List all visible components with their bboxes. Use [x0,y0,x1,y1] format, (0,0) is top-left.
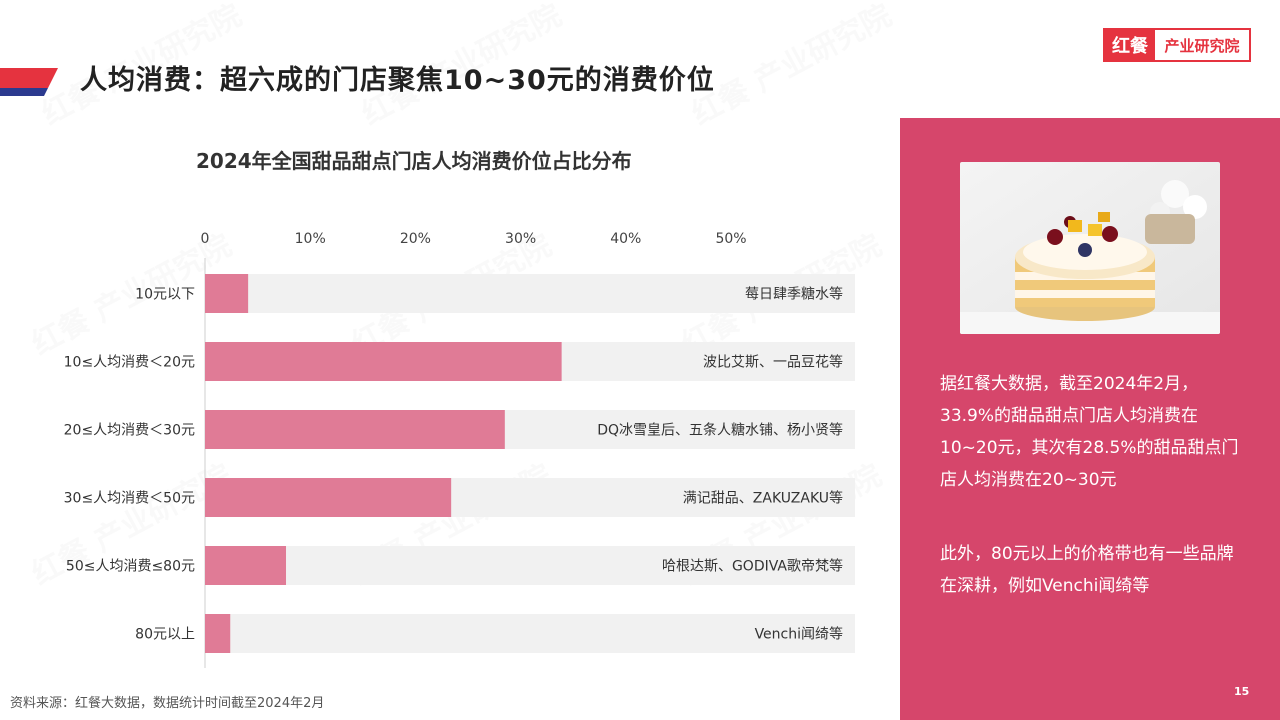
logo-text: 产业研究院 [1164,36,1240,55]
category-label: 10元以下 [135,287,195,303]
bar-annotation: 哈根达斯、GODIVA歌帝梵等 [662,558,843,575]
tick-label: 0 [201,231,210,247]
category-label: 10≤人均消费＜20元 [64,355,195,371]
title-accent-bar [0,68,58,96]
page-number: 15 [1234,685,1250,698]
bar [205,614,231,653]
tick-label: 10% [295,231,326,247]
tick-label: 50% [715,231,746,247]
page-title: 人均消费：超六成的门店聚焦10~30元的消费价位 [80,65,715,96]
bar-annotation: 莓日肆季糖水等 [745,286,843,303]
bar [205,274,249,313]
brand-logo: 红餐 产业研究院 [1103,28,1251,62]
bar-annotation: Venchi闻绮等 [755,626,843,643]
bar [205,342,562,381]
category-label: 50≤人均消费≤80元 [66,559,195,575]
tick-label: 40% [610,231,641,247]
bar [205,478,452,517]
bar-track [205,274,855,313]
chart-title: 2024年全国甜品甜点门店人均消费价位占比分布 [196,149,632,173]
logo-mark: 红餐 [1105,30,1155,60]
bar [205,546,287,585]
bar-chart: 0 10% 20% 30% 40% 50% 10元以下 莓日肆季糖水等 10≤人均消费＜20元 波… [64,231,855,668]
summary-panel: 据红餐大数据，截至2024年2月，33.9%的甜品甜点门店人均消费在10~20元… [900,118,1280,720]
category-label: 20≤人均消费＜30元 [64,423,195,439]
bar-annotation: 波比艾斯、一品豆花等 [703,354,843,371]
bar-track [205,614,855,653]
bar [205,410,505,449]
tick-label: 30% [505,231,536,247]
panel-paragraph-2: 此外，80元以上的价格带也有一些品牌在深耕，例如Venchi闻绮等 [940,544,1234,596]
category-label: 30≤人均消费＜50元 [64,491,195,507]
category-label: 80元以上 [135,627,195,643]
tick-label: 20% [400,231,431,247]
bar-annotation: DQ冰雪皇后、五条人糖水铺、杨小贤等 [597,422,843,439]
bar-track [205,546,855,585]
bar-annotation: 满记甜品、ZAKUZAKU等 [683,490,843,507]
source-note: 资料来源：红餐大数据，数据统计时间截至2024年2月 [10,696,325,711]
panel-paragraph-1: 据红餐大数据，截至2024年2月，33.9%的甜品甜点门店人均消费在10~20元… [940,374,1239,490]
cake-photo [960,162,1220,334]
